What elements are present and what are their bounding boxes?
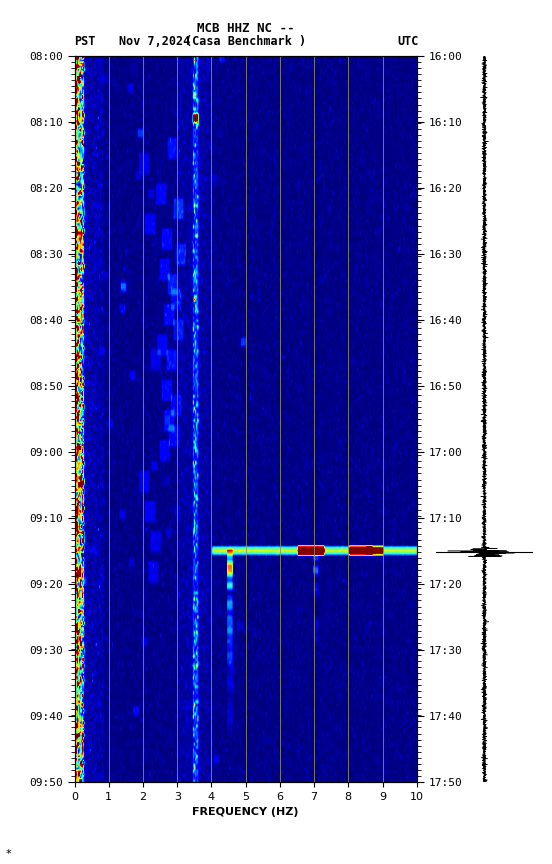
Text: PST: PST	[75, 35, 96, 48]
Text: UTC: UTC	[397, 35, 419, 48]
Text: Nov 7,2024: Nov 7,2024	[119, 35, 190, 48]
Text: *: *	[6, 849, 11, 859]
X-axis label: FREQUENCY (HZ): FREQUENCY (HZ)	[193, 807, 299, 817]
Text: MCB HHZ NC --: MCB HHZ NC --	[197, 22, 294, 35]
Text: (Casa Benchmark ): (Casa Benchmark )	[185, 35, 306, 48]
